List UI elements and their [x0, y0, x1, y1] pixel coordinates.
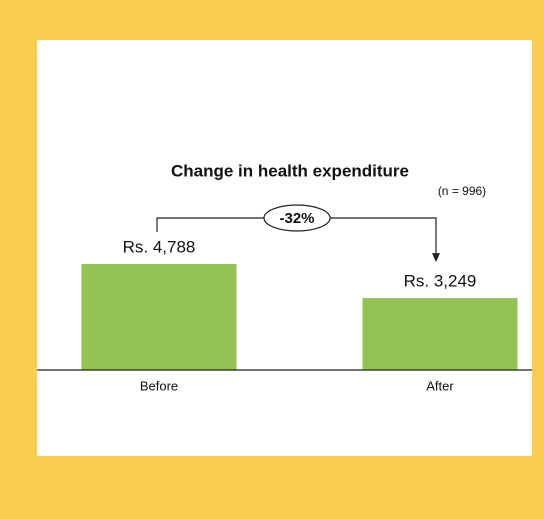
chart-title: Change in health expenditure — [171, 161, 409, 180]
arrow-head — [432, 253, 440, 263]
x-tick-label: Before — [140, 378, 178, 393]
bar — [81, 264, 237, 370]
bar — [362, 298, 518, 370]
value-label: Rs. 4,788 — [123, 237, 196, 256]
value-label: Rs. 3,249 — [404, 272, 477, 291]
change-label: -32% — [279, 210, 314, 227]
sample-note: (n = 996) — [438, 184, 486, 198]
panel — [37, 40, 532, 456]
change-badge — [263, 204, 331, 232]
x-tick-label: After — [426, 378, 454, 393]
